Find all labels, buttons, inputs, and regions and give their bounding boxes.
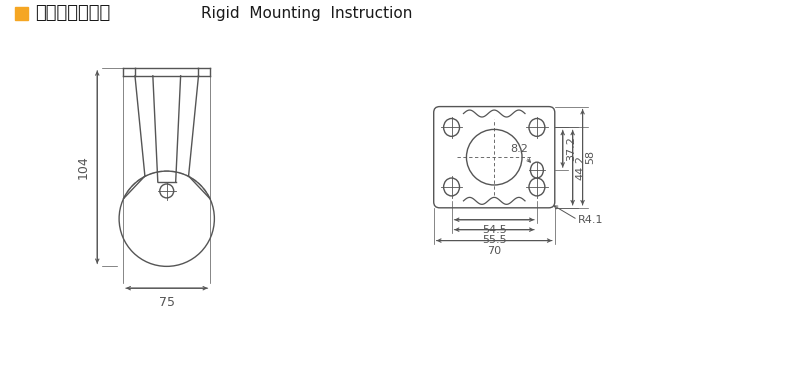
Text: 44.2: 44.2 bbox=[576, 155, 585, 180]
Text: 70: 70 bbox=[487, 246, 501, 255]
Text: 58: 58 bbox=[585, 150, 596, 164]
Text: 54.5: 54.5 bbox=[482, 225, 507, 235]
Text: 定向安装尺寸图: 定向安装尺寸图 bbox=[35, 4, 110, 22]
Text: Rigid  Mounting  Instruction: Rigid Mounting Instruction bbox=[201, 6, 413, 21]
Text: 104: 104 bbox=[77, 155, 89, 179]
Text: 37.2: 37.2 bbox=[566, 136, 576, 161]
Bar bbox=[15, 7, 28, 20]
Text: 55.5: 55.5 bbox=[482, 235, 507, 245]
Text: 75: 75 bbox=[159, 296, 174, 309]
Text: R4.1: R4.1 bbox=[578, 215, 603, 225]
Text: 8.2: 8.2 bbox=[510, 144, 530, 162]
